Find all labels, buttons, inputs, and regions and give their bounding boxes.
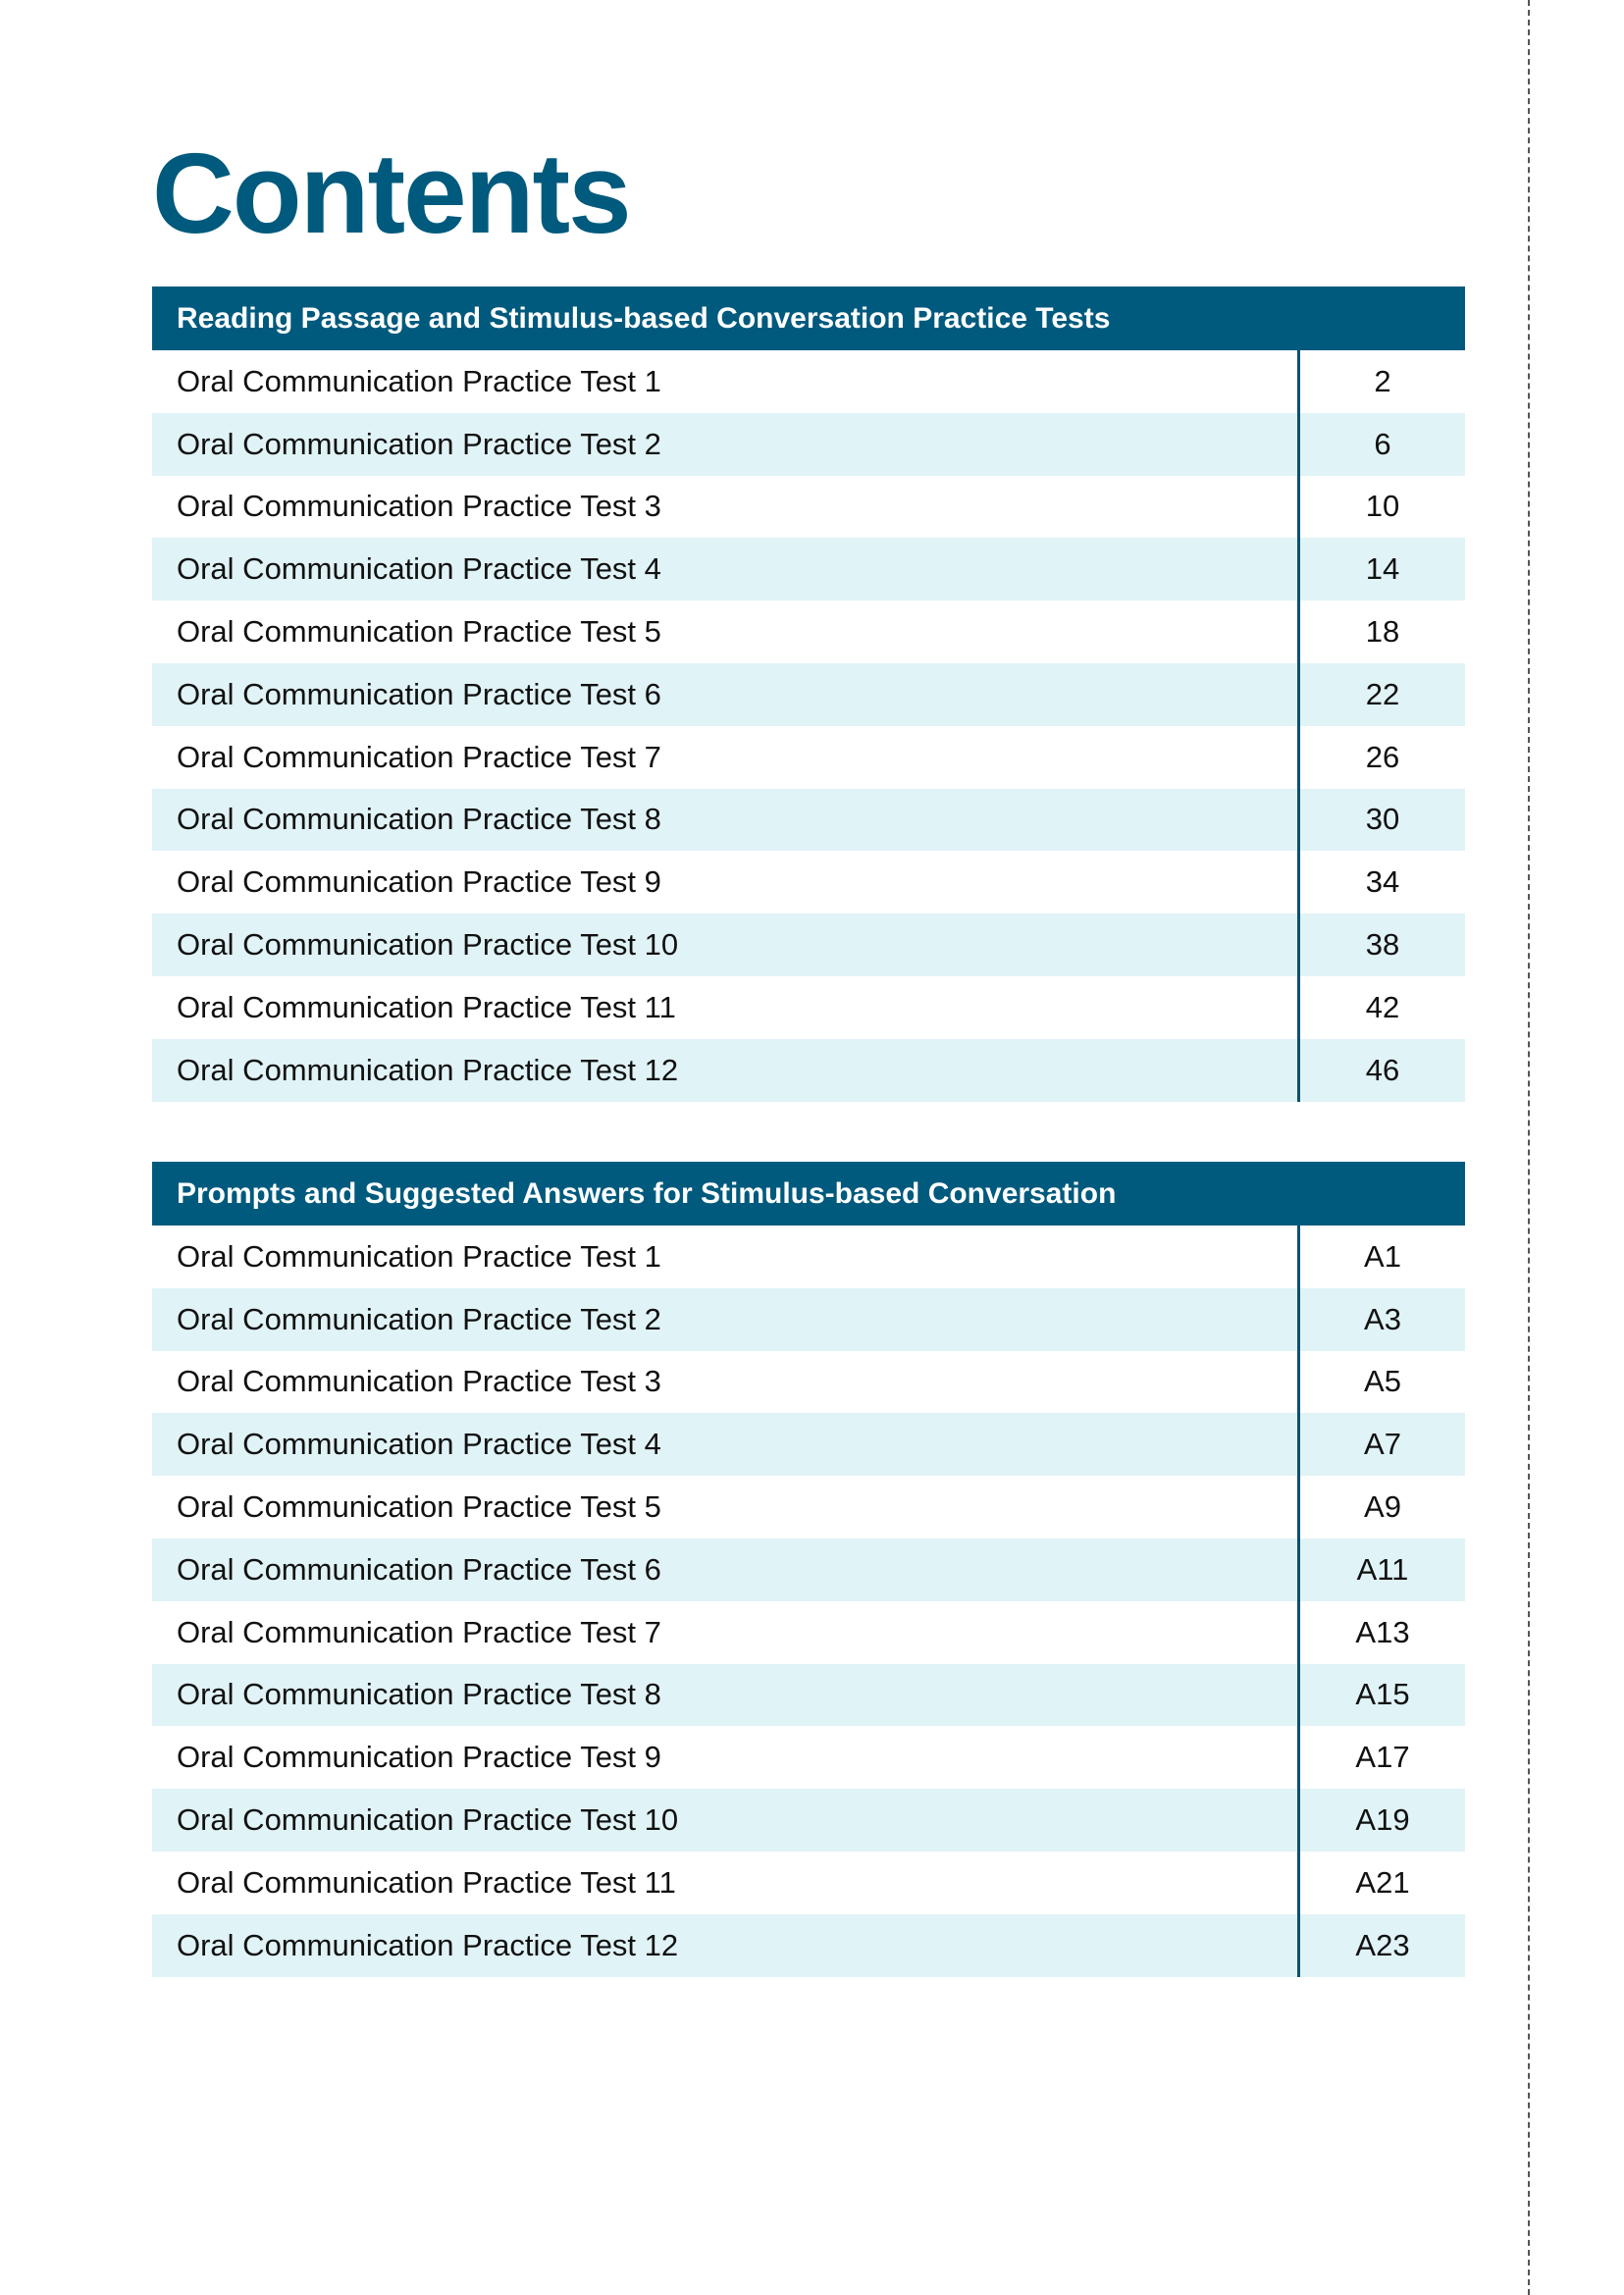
toc-row[interactable]: Oral Communication Practice Test 7 A13 — [152, 1600, 1465, 1664]
page-title: Contents — [152, 130, 632, 257]
toc-row[interactable]: Oral Communication Practice Test 12 A23 — [152, 1913, 1465, 1977]
toc-section-prompts-answers: Prompts and Suggested Answers for Stimul… — [152, 1162, 1465, 1977]
toc-entry-label: Oral Communication Practice Test 8 — [177, 1677, 661, 1712]
toc-entry-label: Oral Communication Practice Test 8 — [177, 802, 661, 837]
toc-page-number: A17 — [1297, 1726, 1465, 1790]
toc-page-number: 10 — [1297, 475, 1465, 539]
toc-entry-label: Oral Communication Practice Test 6 — [177, 1551, 661, 1587]
toc-entry-label: Oral Communication Practice Test 1 — [177, 1238, 661, 1274]
toc-page-number: A11 — [1297, 1538, 1465, 1601]
toc-row[interactable]: Oral Communication Practice Test 10 A19 — [152, 1789, 1465, 1852]
toc-row[interactable]: Oral Communication Practice Test 5 18 — [152, 600, 1465, 663]
toc-row[interactable]: Oral Communication Practice Test 9 A17 — [152, 1726, 1465, 1790]
toc-row[interactable]: Oral Communication Practice Test 6 22 — [152, 662, 1465, 726]
toc-row[interactable]: Oral Communication Practice Test 1 A1 — [152, 1226, 1465, 1288]
toc-page-number: 46 — [1297, 1038, 1465, 1102]
toc-page-number: A23 — [1297, 1913, 1465, 1977]
toc-entry-label: Oral Communication Practice Test 7 — [177, 1614, 661, 1649]
toc-entry-label: Oral Communication Practice Test 11 — [177, 1864, 676, 1900]
toc-section-practice-tests: Reading Passage and Stimulus-based Conve… — [152, 287, 1465, 1102]
toc-row[interactable]: Oral Communication Practice Test 4 14 — [152, 538, 1465, 601]
toc-row[interactable]: Oral Communication Practice Test 11 42 — [152, 975, 1465, 1039]
toc-entry-label: Oral Communication Practice Test 2 — [177, 426, 661, 461]
toc-row[interactable]: Oral Communication Practice Test 8 A15 — [152, 1663, 1465, 1727]
toc-page-number: 42 — [1297, 975, 1465, 1039]
toc-row[interactable]: Oral Communication Practice Test 8 30 — [152, 788, 1465, 852]
toc-page-number: A9 — [1297, 1476, 1465, 1539]
toc-page-number: A1 — [1297, 1226, 1465, 1288]
section-heading: Reading Passage and Stimulus-based Conve… — [152, 287, 1465, 350]
toc-entry-label: Oral Communication Practice Test 4 — [177, 1427, 661, 1462]
toc-entry-label: Oral Communication Practice Test 9 — [177, 1740, 661, 1775]
toc-entry-label: Oral Communication Practice Test 11 — [177, 989, 676, 1024]
toc-row[interactable]: Oral Communication Practice Test 10 38 — [152, 913, 1465, 976]
toc-page-number: A7 — [1297, 1413, 1465, 1477]
toc-page-number: A13 — [1297, 1600, 1465, 1664]
toc-row[interactable]: Oral Communication Practice Test 2 A3 — [152, 1287, 1465, 1351]
toc-entry-label: Oral Communication Practice Test 6 — [177, 676, 661, 711]
toc-row[interactable]: Oral Communication Practice Test 2 6 — [152, 412, 1465, 476]
toc-page-number: 38 — [1297, 913, 1465, 976]
toc-page-number: 30 — [1297, 788, 1465, 852]
section-heading: Prompts and Suggested Answers for Stimul… — [152, 1162, 1465, 1226]
toc-row[interactable]: Oral Communication Practice Test 5 A9 — [152, 1476, 1465, 1539]
toc-page-number: A5 — [1297, 1350, 1465, 1414]
toc-entry-label: Oral Communication Practice Test 4 — [177, 551, 661, 587]
toc-page-number: 18 — [1297, 600, 1465, 663]
toc-row[interactable]: Oral Communication Practice Test 6 A11 — [152, 1538, 1465, 1601]
toc-page-number: 26 — [1297, 725, 1465, 789]
toc-entry-label: Oral Communication Practice Test 12 — [177, 1052, 679, 1087]
cut-line-divider — [1528, 0, 1530, 2295]
toc-entry-label: Oral Communication Practice Test 7 — [177, 739, 661, 774]
toc-page-number: A3 — [1297, 1287, 1465, 1351]
toc-entry-label: Oral Communication Practice Test 2 — [177, 1301, 661, 1336]
toc-entry-label: Oral Communication Practice Test 5 — [177, 1489, 661, 1525]
toc-row[interactable]: Oral Communication Practice Test 12 46 — [152, 1038, 1465, 1102]
toc-entry-label: Oral Communication Practice Test 3 — [177, 489, 661, 524]
toc-page-number: A19 — [1297, 1789, 1465, 1852]
toc-entry-label: Oral Communication Practice Test 3 — [177, 1364, 661, 1399]
toc-page-number: 14 — [1297, 538, 1465, 601]
toc-entry-label: Oral Communication Practice Test 12 — [177, 1927, 679, 1962]
toc-row[interactable]: Oral Communication Practice Test 9 34 — [152, 851, 1465, 914]
toc-entry-label: Oral Communication Practice Test 9 — [177, 864, 661, 900]
toc-entry-label: Oral Communication Practice Test 1 — [177, 363, 661, 398]
toc-row[interactable]: Oral Communication Practice Test 3 10 — [152, 475, 1465, 539]
toc-row[interactable]: Oral Communication Practice Test 7 26 — [152, 725, 1465, 789]
toc-row[interactable]: Oral Communication Practice Test 4 A7 — [152, 1413, 1465, 1477]
toc-page-number: 2 — [1297, 350, 1465, 413]
toc-row[interactable]: Oral Communication Practice Test 1 2 — [152, 350, 1465, 413]
toc-entry-label: Oral Communication Practice Test 5 — [177, 614, 661, 650]
toc-page-number: 34 — [1297, 851, 1465, 914]
toc-entry-label: Oral Communication Practice Test 10 — [177, 1802, 679, 1838]
toc-row[interactable]: Oral Communication Practice Test 11 A21 — [152, 1851, 1465, 1914]
toc-row[interactable]: Oral Communication Practice Test 3 A5 — [152, 1350, 1465, 1414]
toc-entry-label: Oral Communication Practice Test 10 — [177, 927, 679, 963]
toc-page-number: 6 — [1297, 412, 1465, 476]
toc-page-number: 22 — [1297, 662, 1465, 726]
toc-page-number: A21 — [1297, 1851, 1465, 1914]
toc-page-number: A15 — [1297, 1663, 1465, 1727]
